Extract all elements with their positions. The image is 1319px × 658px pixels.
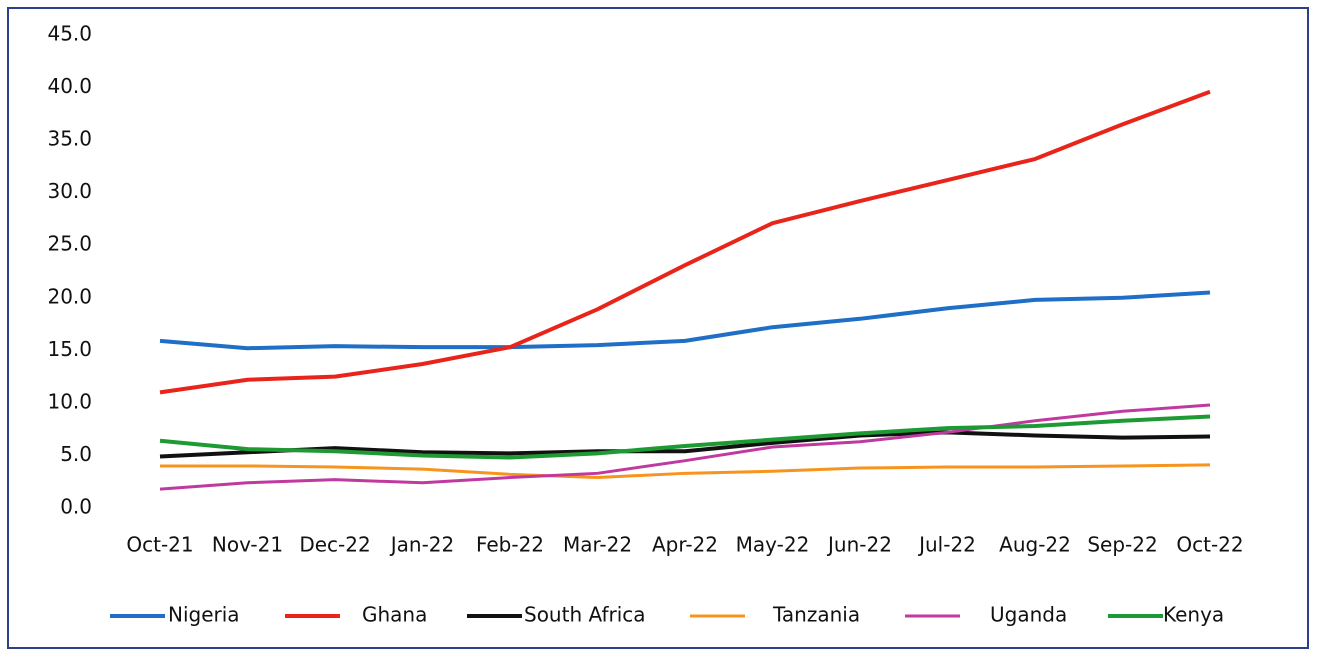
- legend-label: Tanzania: [772, 603, 860, 627]
- y-tick-label: 25.0: [47, 232, 92, 256]
- legend-label: Ghana: [362, 603, 427, 627]
- x-tick-label: Jun-22: [826, 533, 892, 557]
- y-tick-label: 15.0: [47, 337, 92, 361]
- y-tick-label: 5.0: [60, 442, 92, 466]
- x-tick-label: May-22: [736, 533, 810, 557]
- legend-label: South Africa: [524, 603, 646, 627]
- x-tick-label: Mar-22: [563, 533, 632, 557]
- y-tick-label: 30.0: [47, 179, 92, 203]
- y-tick-label: 10.0: [47, 389, 92, 413]
- y-tick-label: 20.0: [47, 284, 92, 308]
- legend-label: Nigeria: [168, 603, 240, 627]
- series-line: [160, 463, 1211, 480]
- x-tick-label: Jul-22: [917, 533, 976, 557]
- x-tick-label: Sep-22: [1087, 533, 1157, 557]
- y-tick-label: 0.0: [60, 495, 92, 519]
- series-line: [159, 403, 1211, 491]
- legend-label: Kenya: [1163, 603, 1224, 627]
- x-tick-label: Dec-22: [299, 533, 370, 557]
- series-line: [159, 290, 1211, 351]
- y-tick-label: 45.0: [47, 22, 92, 46]
- x-tick-label: Aug-22: [999, 533, 1071, 557]
- legend-label: Uganda: [990, 603, 1067, 627]
- y-tick-label: 40.0: [47, 74, 92, 98]
- series-line: [159, 89, 1211, 395]
- x-tick-label: Oct-21: [126, 533, 193, 557]
- x-tick-label: Nov-21: [212, 533, 283, 557]
- x-tick-label: Apr-22: [652, 533, 718, 557]
- x-tick-label: Oct-22: [1176, 533, 1243, 557]
- y-tick-label: 35.0: [47, 127, 92, 151]
- x-tick-label: Feb-22: [476, 533, 544, 557]
- x-tick-label: Jan-22: [389, 533, 455, 557]
- series-line: [159, 430, 1211, 459]
- chart-frame: [7, 7, 1309, 649]
- series-line: [159, 414, 1211, 460]
